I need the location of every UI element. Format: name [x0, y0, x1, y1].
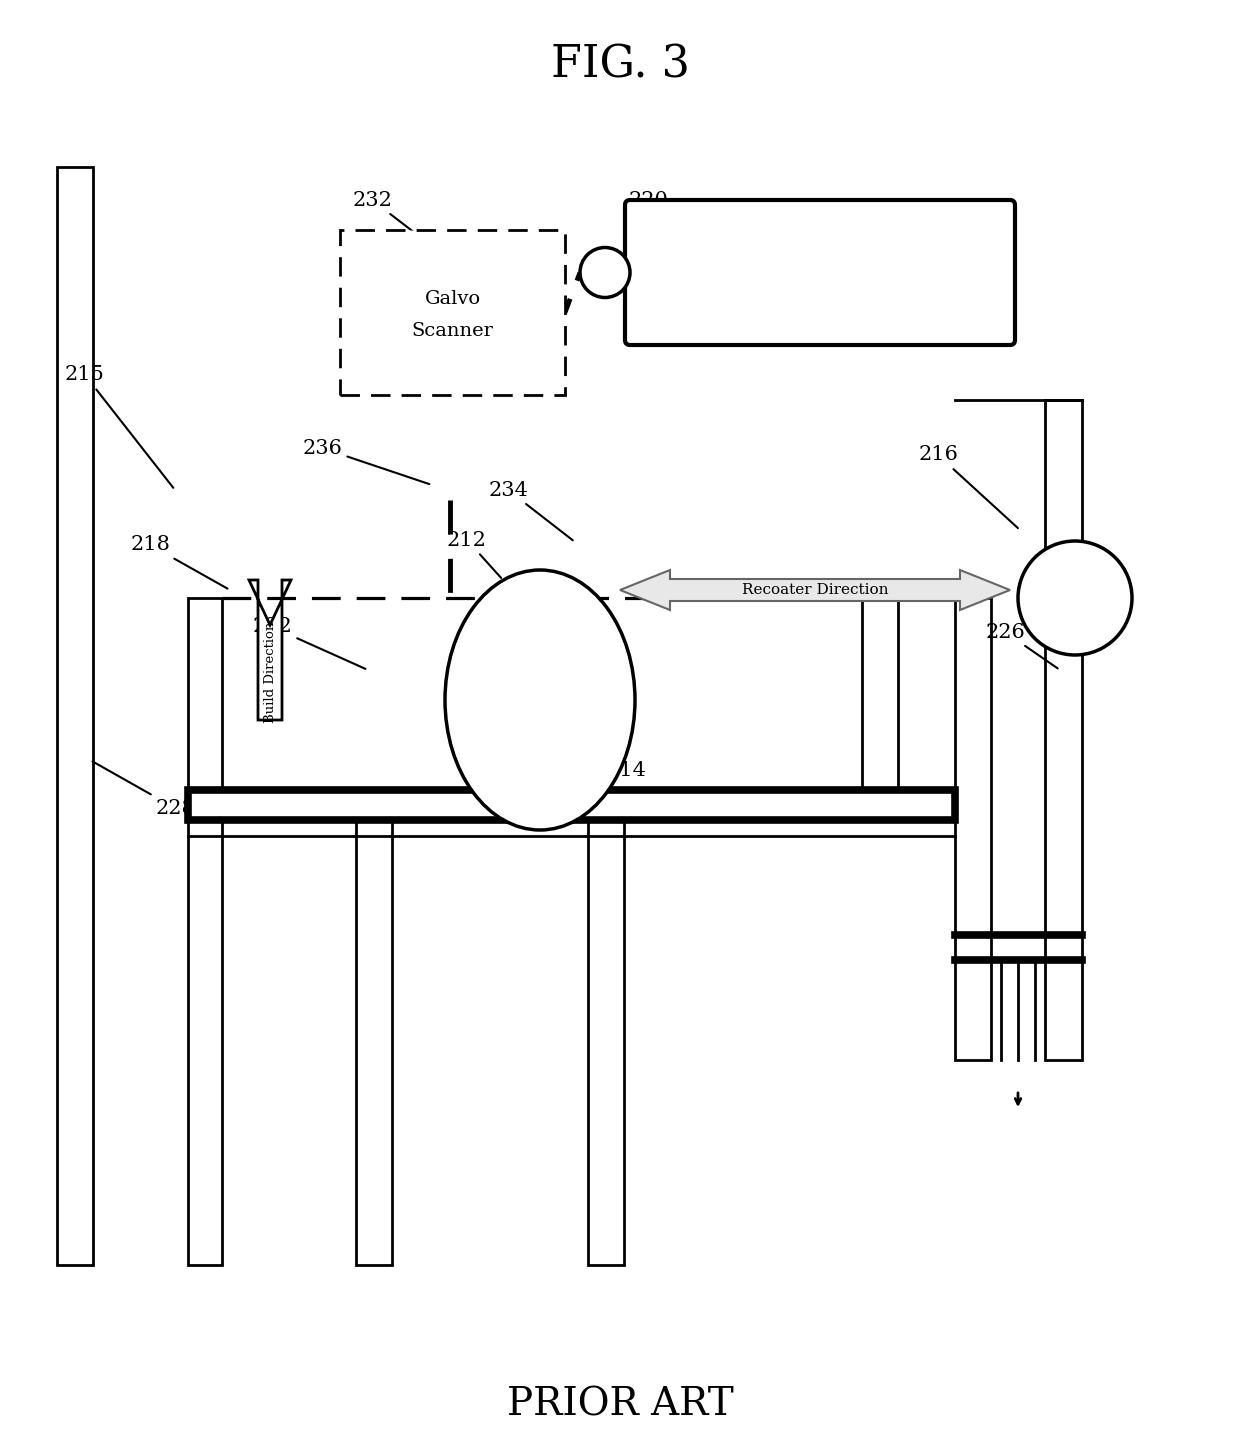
Text: 212: 212	[448, 531, 501, 578]
Ellipse shape	[445, 570, 635, 829]
Text: 234: 234	[489, 480, 573, 540]
Text: 218: 218	[130, 535, 228, 589]
Text: 214: 214	[591, 761, 647, 803]
Bar	[57, 167, 93, 1264]
Polygon shape	[620, 570, 1011, 610]
Text: Build Direction: Build Direction	[263, 621, 277, 723]
Text: 236: 236	[303, 438, 429, 485]
Text: 222: 222	[252, 617, 366, 669]
Text: 220: 220	[629, 191, 682, 210]
Text: 228: 228	[93, 761, 195, 818]
FancyBboxPatch shape	[625, 199, 1016, 345]
Bar	[188, 598, 222, 1264]
Text: 232: 232	[352, 191, 413, 231]
Bar	[862, 598, 898, 821]
Bar	[1045, 400, 1083, 1061]
Text: FIG. 3: FIG. 3	[551, 44, 689, 87]
Text: Galvo: Galvo	[424, 290, 481, 307]
Bar	[955, 598, 991, 1061]
Text: 226: 226	[985, 623, 1058, 668]
Text: Recoater Direction: Recoater Direction	[742, 583, 888, 597]
Bar	[188, 790, 955, 821]
FancyBboxPatch shape	[340, 230, 565, 394]
Text: 216: 216	[918, 445, 1018, 528]
Circle shape	[1018, 541, 1132, 655]
Bar	[588, 821, 624, 1264]
Text: 215: 215	[64, 365, 174, 487]
Bar	[356, 821, 392, 1264]
Text: Scanner: Scanner	[412, 322, 494, 339]
Circle shape	[580, 247, 630, 297]
Polygon shape	[249, 581, 291, 720]
Text: PRIOR ART: PRIOR ART	[507, 1387, 733, 1423]
